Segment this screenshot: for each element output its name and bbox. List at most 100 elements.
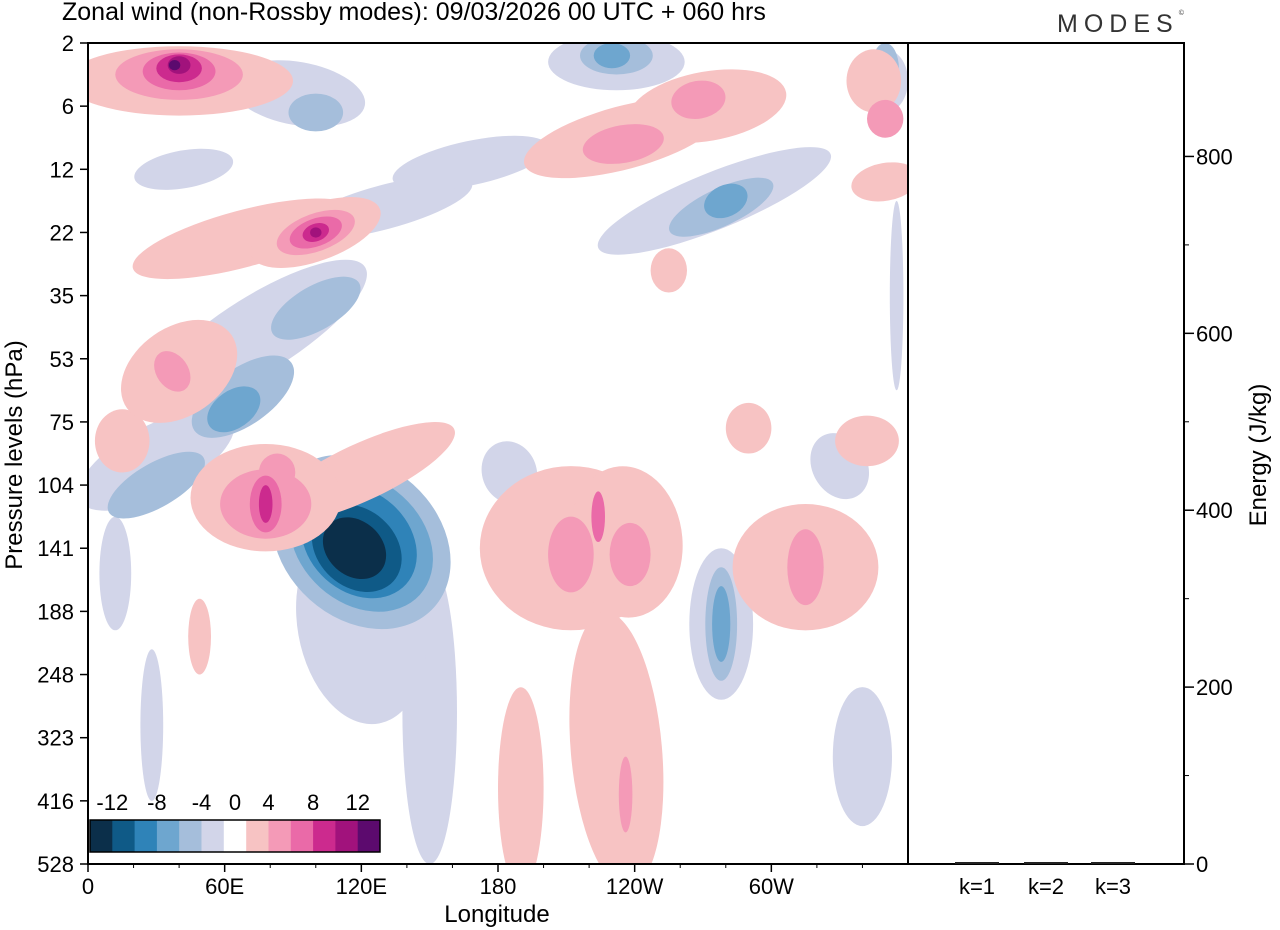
colorbar: -12 -8 -4 0 4 8 12 (89, 790, 381, 853)
y-axis-label: Pressure levels (hPa) (1, 340, 28, 569)
y-tick-label: 416 (37, 789, 74, 814)
energy-tick-label: 0 (1196, 852, 1208, 877)
contour-region-pos1-11 (569, 611, 664, 864)
colorbar-cell-pos4 (313, 820, 336, 852)
contour-region-pos1-13 (725, 402, 772, 454)
energy-panel: 0 200 400 600 800 k=1 k=2 k=3 Energy (J/kg) (907, 42, 1272, 899)
energy-tick-label: 800 (1196, 144, 1233, 169)
wavenumber-label-k=2: k=2 (1028, 874, 1064, 899)
contour-region-pos2-12 (867, 99, 904, 138)
wavenumber-labels: k=1 k=2 k=3 (959, 874, 1131, 899)
wavenumber-label-k=3: k=3 (1095, 874, 1131, 899)
contour-region-pos3-4 (591, 491, 605, 542)
contour-region-neg1-9 (392, 135, 549, 191)
colorbar-label: 4 (262, 790, 274, 815)
y-tick-label: 104 (37, 473, 74, 498)
colorbar-cell-neg1 (201, 820, 225, 852)
energy-tick-label: 400 (1196, 498, 1233, 523)
contour-region-pos1-18 (851, 162, 908, 202)
contour-region-pos2-4 (548, 516, 594, 593)
y-axis: 2 6 12 22 35 53 75 104 141 188 248 323 416 528 (37, 31, 88, 877)
energy-tick-label: 600 (1196, 321, 1233, 346)
colorbar-label: 12 (345, 790, 369, 815)
energy-bar-k=2 (1024, 862, 1068, 864)
colorbar-label: -4 (192, 790, 212, 815)
x-axis: 0 60E 120E 180 120W 60W (82, 864, 863, 899)
x-tick-label: 120E (336, 874, 387, 899)
x-tick-label: 60W (749, 874, 794, 899)
contour-region-pos1-14 (835, 415, 899, 467)
y-tick-label: 6 (62, 94, 74, 119)
colorbar-cell-pos6 (357, 820, 381, 852)
contour-region-pos1-8 (498, 687, 544, 864)
colorbar-cell-pos1 (246, 820, 269, 852)
y-tick-label: 528 (37, 852, 74, 877)
contour-region-neg2-1 (107, 451, 205, 519)
y-tick-label: 2 (62, 31, 74, 56)
contour-region-pos1-19 (846, 49, 902, 113)
y-tick-label: 248 (37, 663, 74, 688)
y-tick-label: 22 (50, 220, 74, 245)
energy-bar-k=1 (955, 862, 999, 864)
contour-region-neg3-3 (712, 586, 731, 662)
energy-tick-label: 200 (1196, 675, 1233, 700)
x-tick-label: 120W (606, 874, 664, 899)
y-tick-label: 35 (50, 284, 74, 309)
contour-region-pos2-9 (618, 756, 633, 833)
contour-region-neg1-1 (88, 408, 235, 511)
contour-region-neg1-7 (140, 649, 164, 801)
brand-logo: MODES© (1057, 10, 1184, 39)
y-tick-label: 53 (50, 347, 74, 372)
energy-panel-frame (907, 42, 1185, 865)
brand-name: MODES (1057, 10, 1179, 38)
colorbar-cell-neg2 (179, 820, 202, 852)
x-tick-label: 60E (205, 874, 244, 899)
contour-plot (87, 42, 909, 865)
contour-region-pos2-5 (609, 522, 651, 587)
x-tick-label: 180 (480, 874, 517, 899)
colorbar-cell-zero (223, 820, 247, 852)
colorbar-cell-neg4 (134, 820, 158, 852)
colorbar-label: -12 (96, 790, 128, 815)
colorbar-cells (90, 820, 381, 852)
colorbar-frame (89, 819, 381, 853)
contour-region-neg1-14 (889, 200, 904, 391)
colorbar-label: -8 (147, 790, 167, 815)
energy-bar-k=3 (1091, 862, 1135, 864)
energy-bars (955, 862, 1135, 864)
contour-region-neg1-12 (832, 687, 893, 827)
contour-region-pos2-7 (671, 80, 726, 120)
colorbar-labels: -12 -8 -4 0 4 8 12 (96, 790, 370, 815)
y-tick-label: 75 (50, 410, 74, 435)
x-axis-label: Longitude (444, 901, 549, 928)
contour-region-pos2-6 (787, 529, 824, 606)
energy-axis-label: Energy (J/kg) (1245, 384, 1272, 527)
contour-region-pos5-2 (310, 227, 322, 238)
contour-region-neg3-2 (704, 183, 748, 219)
contour-fill-layer (88, 43, 908, 864)
colorbar-cell-neg5 (112, 820, 136, 852)
colorbar-cell-pos5 (335, 820, 359, 852)
contour-region-neg1-17 (134, 148, 234, 190)
brand-mark: © (1178, 10, 1184, 17)
y-tick-label: 188 (37, 599, 74, 624)
contour-region-pos6-1 (168, 60, 181, 71)
contour-region-neg1-6 (99, 516, 132, 631)
colorbar-label: 0 (229, 790, 241, 815)
colorbar-cell-pos2 (268, 820, 292, 852)
energy-axis: 0 200 400 600 800 (1184, 144, 1233, 877)
contour-region-neg3-1 (207, 386, 261, 433)
contour-region-pos2-8 (582, 124, 664, 164)
y-tick-label: 12 (50, 157, 74, 182)
contour-region-pos1-2 (94, 409, 150, 473)
contour-region-neg3-4 (593, 43, 631, 69)
colorbar-cell-pos3 (290, 820, 314, 852)
contour-region-neg2-3 (271, 276, 361, 340)
colorbar-cell-neg3 (156, 820, 180, 852)
contour-region-neg6-1 (322, 517, 387, 580)
wavenumber-label-k=1: k=1 (959, 874, 995, 899)
contour-region-pos2-10 (154, 351, 191, 392)
y-tick-label: 141 (37, 536, 74, 561)
y-tick-label: 323 (37, 726, 74, 751)
